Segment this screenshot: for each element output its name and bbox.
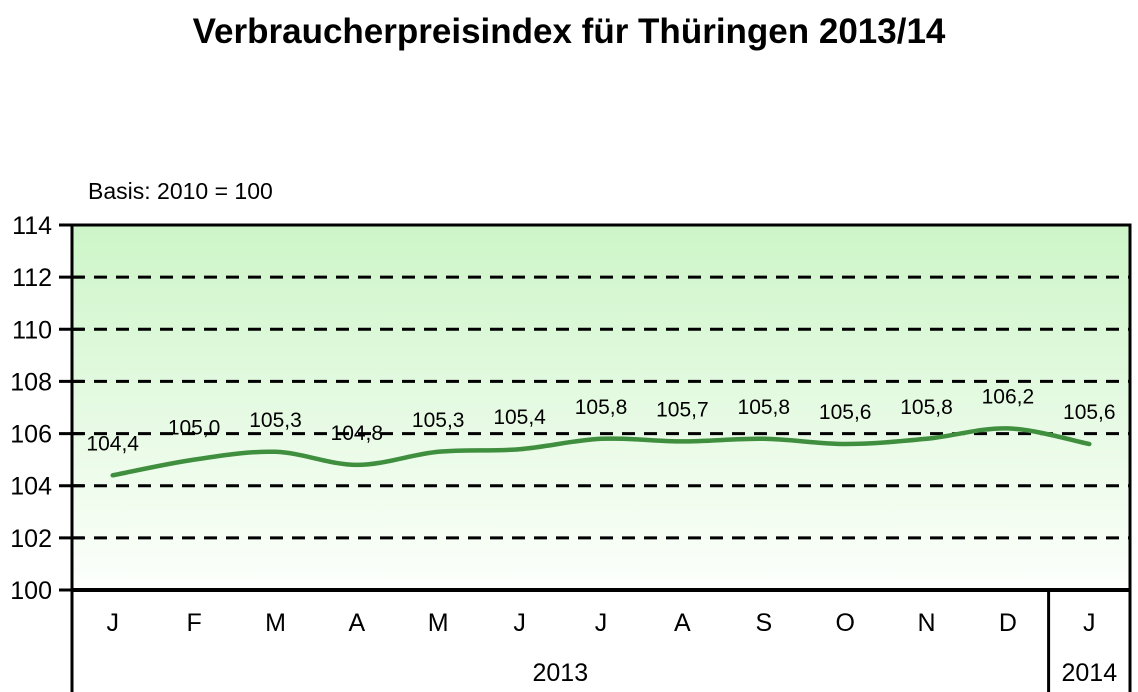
data-point-label-1: 105,0 bbox=[168, 417, 221, 440]
month-label-7: A bbox=[674, 609, 691, 637]
y-tick-label-112: 112 bbox=[12, 264, 52, 292]
data-point-label-3: 104,8 bbox=[331, 422, 384, 445]
basis-note: Basis: 2010 = 100 bbox=[88, 178, 273, 204]
data-point-label-6: 105,8 bbox=[575, 396, 628, 419]
y-tick-label-110: 110 bbox=[12, 316, 52, 344]
month-label-1: F bbox=[186, 609, 201, 637]
y-tick-label-108: 108 bbox=[10, 368, 52, 396]
data-point-label-10: 105,8 bbox=[900, 396, 953, 419]
month-label-8: S bbox=[755, 609, 772, 637]
data-point-label-8: 105,8 bbox=[738, 396, 791, 419]
data-point-label-0: 104,4 bbox=[86, 432, 139, 455]
data-point-label-2: 105,3 bbox=[249, 409, 302, 432]
month-label-11: D bbox=[999, 609, 1017, 637]
data-point-label-9: 105,6 bbox=[819, 401, 872, 424]
data-point-label-11: 106,2 bbox=[982, 385, 1035, 408]
data-point-label-12: 105,6 bbox=[1063, 401, 1116, 424]
plot-area bbox=[72, 225, 1130, 590]
data-line bbox=[110, 426, 1092, 478]
month-label-9: O bbox=[835, 609, 854, 637]
data-point-label-7: 105,7 bbox=[656, 398, 709, 421]
chart-title: Verbraucherpreisindex für Thüringen 2013… bbox=[192, 12, 946, 51]
month-label-4: M bbox=[428, 609, 449, 637]
month-label-0: J bbox=[106, 609, 119, 637]
y-tick-label-106: 106 bbox=[10, 421, 52, 449]
month-label-6: J bbox=[595, 609, 608, 637]
y-tick-label-102: 102 bbox=[10, 525, 52, 553]
y-tick-label-114: 114 bbox=[12, 212, 52, 240]
year-label-2014: 2014 bbox=[1061, 659, 1117, 687]
year-label-2013: 2013 bbox=[532, 659, 588, 687]
data-point-label-5: 105,4 bbox=[493, 406, 546, 429]
month-label-12: J bbox=[1083, 609, 1096, 637]
y-tick-label-104: 104 bbox=[10, 473, 52, 501]
month-label-10: N bbox=[917, 609, 935, 637]
month-label-3: A bbox=[348, 609, 365, 637]
data-point-label-4: 105,3 bbox=[412, 409, 465, 432]
month-label-2: M bbox=[265, 609, 286, 637]
y-tick-label-100: 100 bbox=[10, 577, 52, 605]
month-label-5: J bbox=[513, 609, 526, 637]
